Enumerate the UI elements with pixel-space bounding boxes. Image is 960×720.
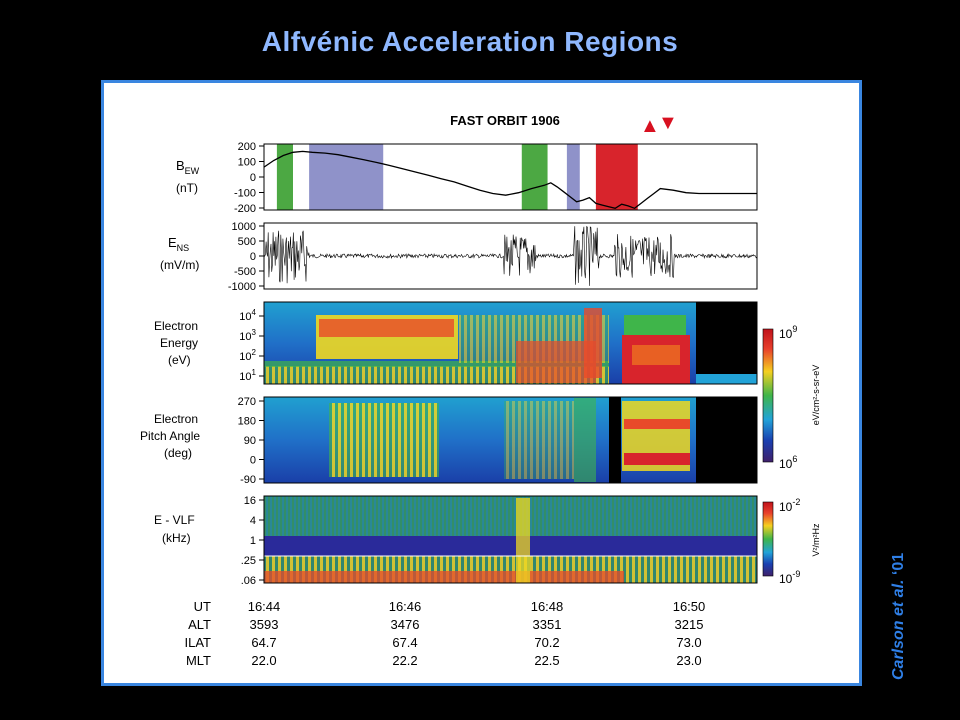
ephem-cell: 16:50 — [673, 599, 706, 614]
energy-tick-0: 104 — [239, 308, 256, 323]
vlf-colorbar-unit: V²/m²Hz — [811, 523, 821, 556]
ephem-label-alt: ALT — [188, 617, 211, 632]
energy-tick-3: 101 — [239, 368, 256, 383]
band-green-2 — [521, 144, 548, 210]
ephem-cell: 67.4 — [392, 635, 417, 650]
band-purple-1 — [309, 144, 384, 210]
energy-colorbar-unit: eV/cm²-s-sr-eV — [811, 365, 821, 426]
pitch-label-line-3: (deg) — [164, 446, 192, 460]
ephem-cell: 3351 — [533, 617, 562, 632]
ephem-label-ut: UT — [194, 599, 211, 614]
energy-colorbar-bottom: 106 — [779, 454, 797, 471]
vlf-tick-2: 1 — [250, 535, 256, 547]
ephem-cell: 22.5 — [534, 653, 559, 668]
bew-tick-labels: 200 100 0 -100 -200 — [234, 141, 264, 215]
energy-panel: 104 103 102 101 Electron Energy (eV) — [154, 301, 758, 385]
vlf-tick-4: .06 — [241, 575, 256, 587]
pitch-tick-0: 270 — [238, 396, 256, 408]
bew-series-line — [263, 150, 757, 210]
pitch-tick-4: -90 — [240, 474, 256, 486]
vlf-panel: 16 4 1 .25 .06 E - VLF (kHz) — [154, 495, 758, 587]
ens-tick-1: 500 — [238, 236, 256, 248]
ens-tick-labels: 1000 500 0 -500 -1000 — [228, 221, 264, 293]
vlf-label-line-2: (kHz) — [162, 531, 191, 545]
ephem-cell: 16:46 — [389, 599, 422, 614]
ephem-label-mlt: MLT — [186, 653, 211, 668]
ephem-cell: 70.2 — [534, 635, 559, 650]
ephem-cell: 3476 — [391, 617, 420, 632]
ens-label: ENS — [168, 235, 189, 253]
chart-title: FAST ORBIT 1906 — [450, 113, 560, 128]
vlf-tick-1: 4 — [250, 515, 256, 527]
bew-tick-0: 200 — [238, 141, 256, 153]
pitch-angle-panel: 270 180 90 0 -90 Electron Pitch Angle (deg) — [140, 396, 758, 486]
bew-panel: 200 100 0 -100 -200 BEW (nT) — [176, 141, 758, 215]
band-green-0 — [276, 144, 293, 210]
ephem-cell: 73.0 — [676, 635, 701, 650]
citation: Carlson et al. ‘01 — [890, 552, 907, 680]
bew-tick-1: 100 — [238, 157, 256, 169]
vlf-tick-0: 16 — [244, 495, 256, 507]
ephem-label-ilat: ILAT — [185, 635, 212, 650]
ens-tick-2: 0 — [250, 251, 256, 263]
band-purple-3 — [566, 144, 580, 210]
up-arrow-marker: ▲ — [640, 115, 660, 137]
ens-unit: (mV/m) — [160, 258, 199, 272]
slide-title: Alfvénic Acceleration Regions — [261, 26, 679, 57]
bew-unit: (nT) — [176, 181, 198, 195]
ephem-cell: 22.2 — [392, 653, 417, 668]
event-bands — [276, 144, 638, 210]
energy-label-line-3: (eV) — [168, 353, 191, 367]
ephem-cell: 22.0 — [251, 653, 276, 668]
ens-tick-4: -1000 — [228, 281, 256, 293]
ens-tick-3: -500 — [234, 266, 256, 278]
vlf-colorbar-bottom: 10-9 — [779, 569, 800, 586]
down-arrow-marker: ▼ — [658, 112, 678, 134]
ephem-cell: 3215 — [675, 617, 704, 632]
ephem-cell: 16:48 — [531, 599, 564, 614]
pitch-tick-1: 180 — [238, 416, 256, 428]
vlf-colorbar-top: 10-2 — [779, 497, 800, 514]
energy-colorbar: 109 106 eV/cm²-s-sr-eV — [762, 324, 821, 471]
vlf-tick-3: .25 — [241, 555, 256, 567]
ens-series-trace — [263, 225, 758, 286]
ephem-cell: 64.7 — [251, 635, 276, 650]
energy-tick-2: 102 — [239, 348, 256, 363]
energy-tick-1: 103 — [239, 328, 256, 343]
figure-frame: FAST ORBIT 1906 ▲ ▼ 200 100 0 -100 -200 BEW … — [101, 80, 862, 686]
bew-label: BEW — [176, 158, 200, 176]
bew-tick-2: 0 — [250, 172, 256, 184]
ephemeris-table: UT 16:44 16:46 16:48 16:50 ALT 3593 3476 3351 321… — [185, 599, 706, 668]
figure-svg: FAST ORBIT 1906 ▲ ▼ 200 100 0 -100 -200 BEW … — [140, 112, 821, 668]
bew-tick-4: -200 — [234, 203, 256, 215]
ephem-cell: 16:44 — [248, 599, 281, 614]
ens-tick-0: 1000 — [232, 221, 256, 233]
band-red-4 — [595, 144, 638, 210]
energy-tick-labels: 104 103 102 101 — [239, 308, 264, 383]
pitch-label-line-1: Electron — [154, 412, 198, 426]
pitch-tick-labels: 270 180 90 0 -90 — [238, 396, 264, 486]
bew-tick-3: -100 — [234, 188, 256, 200]
ephem-cell: 3593 — [250, 617, 279, 632]
pitch-label-line-2: Pitch Angle — [140, 429, 200, 443]
pitch-tick-2: 90 — [244, 435, 256, 447]
vlf-tick-labels: 16 4 1 .25 .06 — [241, 495, 264, 587]
energy-label-line-2: Energy — [160, 336, 198, 350]
ephem-cell: 23.0 — [676, 653, 701, 668]
ens-panel: 1000 500 0 -500 -1000 ENS (mV/m) — [160, 221, 758, 293]
energy-label-line-1: Electron — [154, 319, 198, 333]
vlf-colorbar: 10-2 10-9 V²/m²Hz — [762, 497, 821, 586]
energy-colorbar-top: 109 — [779, 324, 797, 341]
vlf-label-line-1: E - VLF — [154, 513, 195, 527]
pitch-tick-3: 0 — [250, 455, 256, 467]
